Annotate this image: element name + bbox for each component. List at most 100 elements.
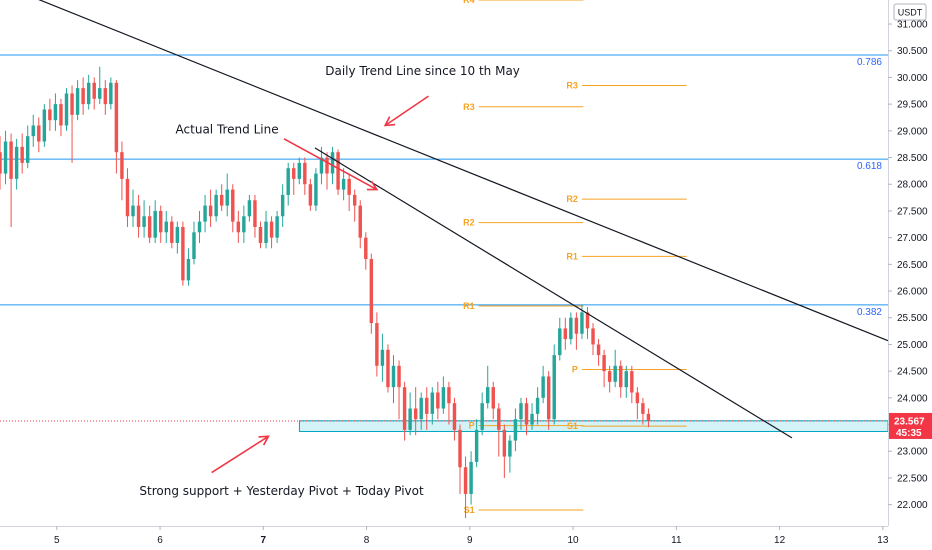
annotation-text: Daily Trend Line since 10 th May	[325, 64, 520, 78]
candle-body	[508, 440, 512, 457]
price-tick-label: 25.500	[897, 313, 928, 324]
candle-body	[98, 88, 102, 99]
candle-body	[264, 221, 268, 243]
candle-body	[447, 387, 451, 404]
candle-body	[397, 365, 401, 388]
candle-body	[502, 429, 507, 457]
candle-body	[81, 88, 85, 105]
candles	[0, 66, 651, 518]
candle-body	[607, 371, 612, 382]
price-tick-label: 26.500	[897, 260, 928, 271]
fib-level-label: 0.786	[857, 57, 882, 68]
annotation-text: Actual Trend Line	[176, 123, 279, 137]
candle-body	[441, 387, 446, 409]
price-tick-label: 31.000	[897, 20, 928, 31]
price-tick-label: 23.000	[897, 447, 928, 458]
candle-body	[208, 205, 213, 217]
candle-body	[219, 194, 224, 206]
arrow-head	[383, 116, 396, 127]
candle-body	[375, 323, 379, 366]
candle-body	[341, 178, 346, 190]
price-tick-label: 27.500	[897, 206, 928, 217]
daily-trend-line[interactable]	[0, 0, 889, 342]
candle-body	[541, 376, 545, 398]
candle-body	[236, 221, 241, 233]
candle-body	[425, 397, 429, 414]
candle-body	[436, 392, 440, 409]
pivot-today-label: R2	[566, 194, 578, 204]
candle-body	[153, 210, 157, 238]
pivot-yesterday-label: S1	[464, 505, 475, 515]
candle-body	[463, 467, 468, 494]
candle-body	[103, 88, 108, 105]
price-tick-label: 30.000	[897, 73, 928, 84]
candle-body	[192, 232, 196, 259]
price-tick-label: 28.500	[897, 153, 928, 164]
candle-body	[558, 328, 562, 356]
pivot-yesterday-label: R4	[463, 0, 475, 5]
pivot-yesterday-label: R1	[463, 301, 475, 311]
pivot-yesterday-label: P	[469, 421, 475, 431]
candle-body	[474, 429, 479, 462]
candle-body	[613, 365, 617, 382]
trend-lines[interactable]	[0, 0, 889, 439]
candle-body	[402, 387, 407, 430]
arrow-shaft	[211, 435, 269, 474]
candle-body	[231, 189, 235, 222]
candle-body	[386, 349, 390, 388]
candle-body	[247, 200, 252, 217]
annotation-arrows	[211, 95, 429, 474]
candle-body	[519, 403, 523, 420]
price-tick-label: 27.000	[897, 233, 928, 244]
arrow-shaft	[384, 95, 429, 127]
candle-body	[574, 317, 579, 334]
candle-body	[59, 104, 63, 126]
current-price-value: 23.567	[894, 416, 925, 427]
candle-body	[53, 104, 58, 121]
candle-body	[214, 194, 218, 217]
candle-body	[591, 328, 595, 345]
candle-body	[319, 157, 324, 174]
candle-body	[225, 189, 229, 206]
annotations: Daily Trend Line since 10 th May Actual T…	[139, 64, 520, 498]
candle-body	[513, 419, 518, 441]
price-tick-label: 29.500	[897, 100, 928, 111]
candle-body	[352, 194, 357, 206]
candle-body	[524, 403, 529, 425]
candle-body	[641, 403, 645, 414]
candle-body	[170, 221, 174, 243]
candle-body	[258, 226, 263, 243]
candle-body	[469, 461, 473, 494]
candle-body	[624, 371, 628, 388]
candle-body	[292, 168, 296, 179]
candle-body	[535, 397, 540, 414]
candle-body	[120, 152, 124, 179]
candle-body	[70, 93, 74, 115]
price-axis-panel	[888, 0, 932, 550]
candle-body	[452, 403, 457, 430]
arrow-shaft	[283, 138, 378, 191]
candle-body	[269, 221, 274, 238]
time-tick-label: 5	[54, 535, 60, 546]
candle-body	[31, 125, 35, 137]
candle-body	[131, 205, 135, 217]
candle-body	[125, 178, 130, 217]
current-price-badge	[889, 412, 932, 439]
actual-trend-line[interactable]	[314, 147, 793, 439]
candle-body	[358, 205, 362, 238]
candle-body	[253, 200, 257, 227]
candle-body	[419, 397, 423, 420]
candle-body	[159, 210, 163, 233]
candle-body	[413, 408, 418, 420]
candle-body	[14, 146, 19, 179]
candle-body	[619, 365, 623, 388]
candle-body	[92, 82, 96, 99]
fib-level-label: 0.618	[857, 161, 882, 172]
time-tick-label: 8	[364, 535, 370, 546]
candle-body	[380, 349, 385, 366]
currency-label: USDT	[898, 8, 923, 18]
annotation-text: Strong support + Yesterday Pivot + Today…	[139, 484, 424, 498]
candle-body	[136, 205, 141, 227]
candle-body	[308, 184, 313, 206]
